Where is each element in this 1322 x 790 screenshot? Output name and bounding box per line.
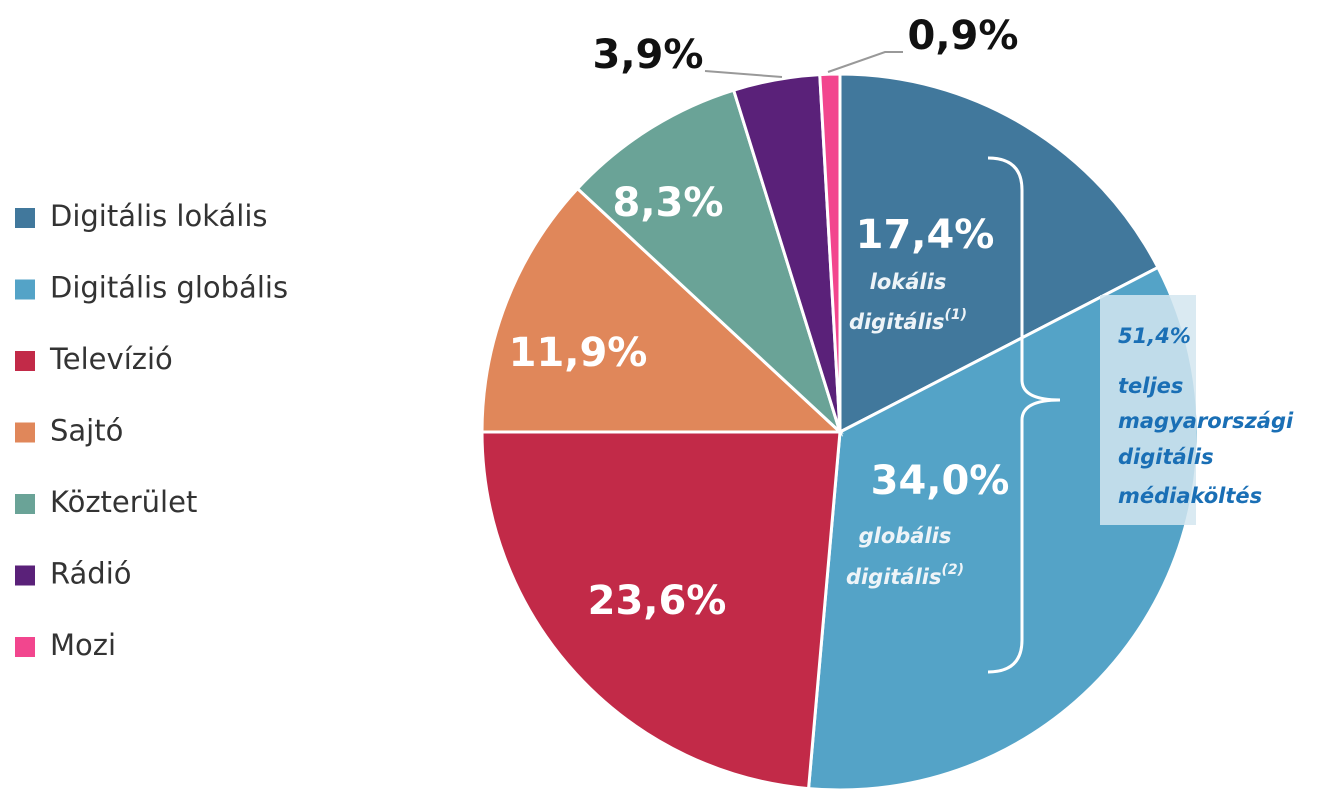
data-label: 34,0%: [871, 458, 1010, 504]
bracket: [987, 156, 1061, 674]
bracket-text: médiaköltés: [1118, 484, 1262, 508]
bracket-box: [1100, 295, 1196, 525]
data-label: 3,9%: [593, 32, 704, 78]
annotation-sup: (2): [942, 562, 965, 578]
pie-slice: [818, 72, 842, 433]
annotation: lokális: [870, 270, 947, 294]
bracket-text: teljes: [1118, 374, 1183, 398]
legend-label: Digitális globális: [50, 271, 288, 305]
data-label: 23,6%: [588, 578, 727, 624]
leader-line: [827, 51, 903, 73]
legend-swatch: [15, 494, 35, 514]
pie-slice: [480, 430, 842, 790]
pie-slice: [480, 186, 844, 434]
legend-label: Televízió: [49, 342, 173, 376]
legend-swatch: [15, 637, 35, 657]
annotation-sup: (1): [945, 307, 968, 323]
legend-swatch: [15, 422, 35, 443]
bracket-title: 51,4%: [1118, 324, 1191, 348]
legend-label: Sajtó: [50, 414, 123, 448]
legend-swatch: [15, 279, 35, 300]
annotation-text: digitális: [849, 310, 945, 334]
bracket-text: digitális: [1118, 445, 1214, 469]
data-label: 0,9%: [908, 13, 1019, 59]
pie-slice: [575, 88, 844, 437]
pie-slice: [838, 72, 1160, 435]
legend-label: Rádió: [50, 557, 132, 591]
data-label: 8,3%: [613, 180, 724, 226]
data-label: 11,9%: [509, 330, 648, 376]
leader-line: [704, 70, 783, 78]
legend-swatch: [15, 351, 35, 371]
bracket-text: magyarországi: [1118, 409, 1294, 433]
annotation-text: digitális: [846, 565, 942, 589]
legend-swatch: [15, 208, 35, 228]
legend-swatch: [15, 565, 35, 586]
annotation: digitális(1): [849, 307, 967, 334]
legend-label: Közterület: [50, 485, 197, 519]
legend-label: Digitális lokális: [50, 199, 268, 233]
annotation: digitális(2): [846, 562, 964, 589]
pie: [480, 72, 1200, 790]
data-label: 17,4%: [856, 212, 995, 258]
annotation: globális: [859, 524, 952, 548]
legend-label: Mozi: [50, 628, 116, 662]
